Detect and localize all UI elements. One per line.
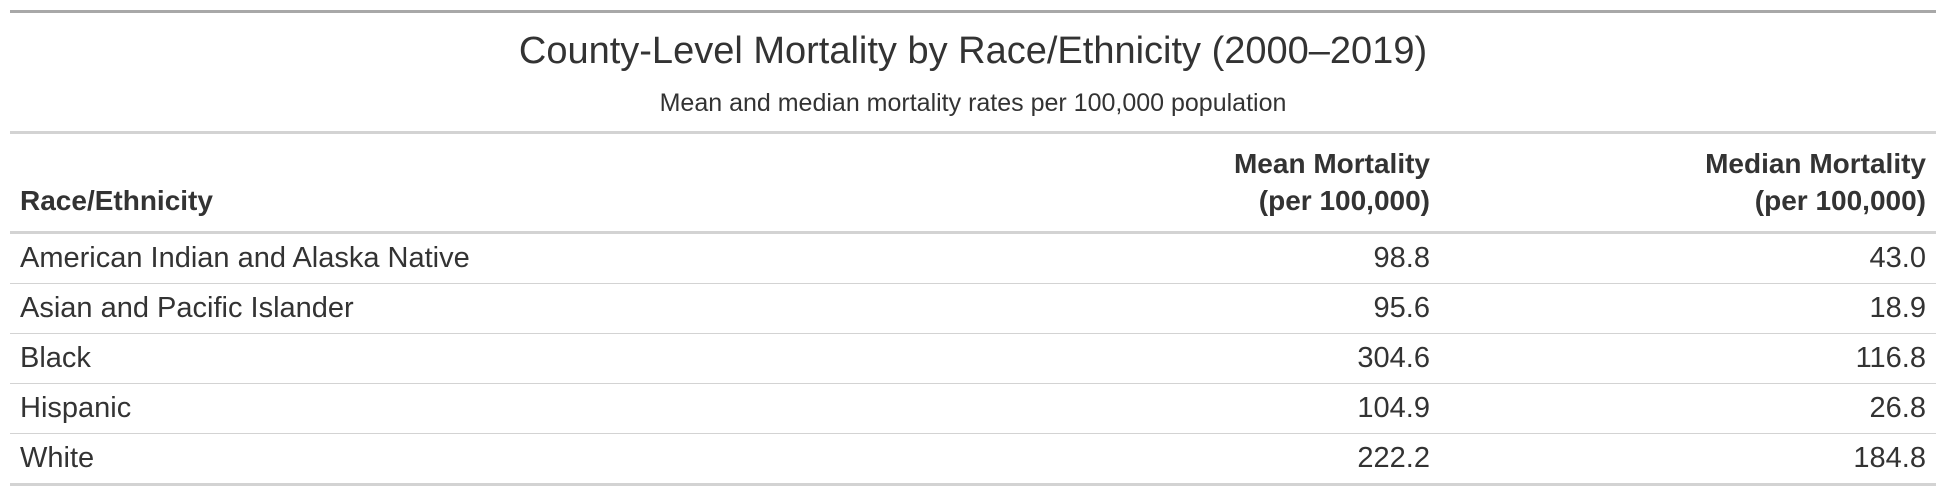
cell-mean-mortality: 95.6 <box>1010 283 1440 334</box>
cell-race-ethnicity: Black <box>10 333 1010 384</box>
cell-mean-mortality: 304.6 <box>1010 333 1440 384</box>
top-rule <box>10 10 1936 13</box>
column-header-median-mortality: Median Mortality (per 100,000) <box>1440 134 1936 234</box>
column-header-race-ethnicity-label: Race/Ethnicity <box>20 185 213 216</box>
cell-race-ethnicity: Asian and Pacific Islander <box>10 283 1010 334</box>
header-rule <box>10 131 1936 134</box>
table-row: White 222.2 184.8 <box>10 433 1936 486</box>
column-header-race-ethnicity: Race/Ethnicity <box>10 134 1010 234</box>
cell-mean-mortality: 104.9 <box>1010 383 1440 434</box>
table-row: Hispanic 104.9 26.8 <box>10 383 1936 434</box>
header-row: Race/Ethnicity Mean Mortality (per 100,0… <box>10 134 1936 234</box>
table-subtitle: Mean and median mortality rates per 100,… <box>659 89 1287 117</box>
table-title: County-Level Mortality by Race/Ethnicity… <box>518 30 1428 72</box>
column-header-mean-mortality: Mean Mortality (per 100,000) <box>1010 134 1440 234</box>
cell-race-ethnicity: American Indian and Alaska Native <box>10 232 1010 284</box>
mortality-table: Race/Ethnicity Mean Mortality (per 100,0… <box>10 134 1936 486</box>
table-row: American Indian and Alaska Native 98.8 4… <box>10 232 1936 284</box>
cell-race-ethnicity: Hispanic <box>10 383 1010 434</box>
cell-median-mortality: 26.8 <box>1440 383 1936 434</box>
table-row: Black 304.6 116.8 <box>10 333 1936 384</box>
cell-median-mortality: 43.0 <box>1440 232 1936 284</box>
column-header-median-line2: (per 100,000) <box>1754 185 1926 216</box>
cell-median-mortality: 184.8 <box>1440 433 1936 486</box>
table-row: Asian and Pacific Islander 95.6 18.9 <box>10 283 1936 334</box>
column-header-median-line1: Median Mortality <box>1705 148 1926 179</box>
cell-race-ethnicity: White <box>10 433 1010 486</box>
mortality-table-figure: County-Level Mortality by Race/Ethnicity… <box>10 10 1936 486</box>
column-header-mean-line2: (per 100,000) <box>1258 185 1430 216</box>
cell-median-mortality: 116.8 <box>1440 333 1936 384</box>
cell-mean-mortality: 98.8 <box>1010 232 1440 284</box>
cell-median-mortality: 18.9 <box>1440 283 1936 334</box>
column-header-mean-line1: Mean Mortality <box>1233 148 1430 179</box>
cell-mean-mortality: 222.2 <box>1010 433 1440 486</box>
